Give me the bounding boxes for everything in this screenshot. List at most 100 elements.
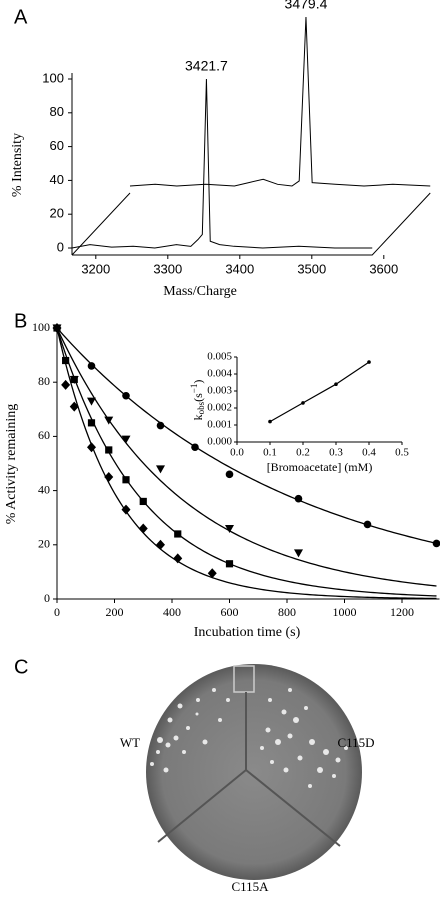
data-point bbox=[121, 435, 131, 444]
x-tick-label: 3600 bbox=[369, 261, 398, 276]
y-axis-label-part: k bbox=[191, 414, 205, 420]
data-point bbox=[122, 391, 130, 400]
panel-label: C bbox=[14, 656, 28, 678]
y-axis-label-part: (s bbox=[191, 393, 205, 402]
data-point bbox=[156, 465, 165, 474]
x-tick-label: 0.0 bbox=[230, 447, 244, 459]
y-tick-label: 40 bbox=[38, 482, 50, 496]
data-point bbox=[301, 401, 305, 405]
y-tick-label: 0.001 bbox=[207, 419, 232, 431]
data-point bbox=[156, 421, 165, 430]
data-point bbox=[105, 446, 113, 454]
y-tick-label: 0.003 bbox=[207, 385, 232, 397]
data-point bbox=[225, 525, 234, 534]
y-tick-label: 0 bbox=[44, 591, 50, 605]
fit-curve bbox=[56, 327, 437, 597]
panel-label: A bbox=[14, 6, 28, 28]
data-point bbox=[334, 382, 338, 387]
y-tick-label: 0.000 bbox=[207, 436, 232, 448]
x-tick-label: 0.4 bbox=[362, 447, 376, 459]
data-point bbox=[138, 523, 148, 534]
x-axis-label: Mass/Charge bbox=[163, 284, 237, 299]
data-point bbox=[432, 539, 440, 548]
x-tick-label: 1200 bbox=[390, 605, 414, 619]
plate-photo bbox=[146, 664, 362, 880]
spectrum-line bbox=[71, 78, 373, 249]
x-tick-label: 400 bbox=[163, 605, 181, 619]
data-point bbox=[173, 553, 183, 564]
fit-curve bbox=[56, 327, 437, 545]
y-tick-label: 100 bbox=[42, 70, 64, 85]
panel-label: B bbox=[14, 310, 27, 332]
y-axis-label-part: obs bbox=[196, 401, 206, 414]
y-tick-label: 40 bbox=[50, 172, 64, 187]
y-tick-label: 20 bbox=[38, 537, 50, 551]
x-tick-label: 1000 bbox=[333, 605, 357, 619]
data-point bbox=[363, 520, 372, 529]
x-tick-label: 0.2 bbox=[296, 447, 310, 459]
data-point bbox=[87, 419, 96, 427]
y-tick-label: 0.004 bbox=[207, 368, 232, 380]
data-point bbox=[294, 494, 303, 503]
x-tick-label: 800 bbox=[278, 605, 296, 619]
y-axis-label: % Activity remaining bbox=[4, 404, 19, 525]
plate-label: C115A bbox=[231, 879, 269, 894]
data-point bbox=[87, 442, 96, 453]
x-axis-label: [Bromoacetate] (mM) bbox=[267, 460, 373, 474]
data-point bbox=[52, 323, 62, 333]
y-axis-label: kobs(s−1) bbox=[189, 380, 206, 421]
fit-line bbox=[269, 361, 370, 423]
data-point bbox=[156, 539, 165, 550]
data-point bbox=[70, 375, 78, 384]
peak-label: 3421.7 bbox=[185, 58, 228, 74]
data-point bbox=[61, 379, 71, 390]
y-axis-label-part: ) bbox=[191, 380, 205, 384]
peak-label: 3479.4 bbox=[285, 0, 328, 12]
data-point bbox=[225, 470, 234, 479]
x-tick-label: 3400 bbox=[225, 261, 254, 276]
data-point bbox=[87, 397, 96, 406]
data-point bbox=[225, 560, 234, 568]
x-tick-label: 0.3 bbox=[329, 447, 343, 459]
x-tick-label: 3200 bbox=[81, 261, 110, 276]
plate-label: WT bbox=[120, 735, 140, 750]
data-point bbox=[69, 401, 79, 412]
axes bbox=[236, 357, 402, 443]
data-point bbox=[121, 504, 131, 515]
data-point bbox=[87, 362, 96, 370]
y-tick-label: 0 bbox=[57, 239, 64, 254]
y-axis-label-part: −1 bbox=[189, 384, 199, 394]
y-axis-label: % Intensity bbox=[10, 133, 25, 197]
x-tick-label: 0.5 bbox=[395, 447, 409, 459]
x-tick-label: 0 bbox=[54, 605, 60, 619]
y-tick-label: 100 bbox=[32, 320, 50, 334]
data-point bbox=[139, 497, 147, 506]
data-point bbox=[122, 476, 130, 484]
x-axis-label: Incubation time (s) bbox=[194, 625, 301, 640]
data-point bbox=[294, 549, 303, 558]
plate-label: C115D bbox=[337, 735, 374, 750]
data-point bbox=[104, 472, 114, 483]
y-tick-label: 20 bbox=[50, 206, 64, 221]
data-point bbox=[174, 530, 182, 538]
x-tick-label: 3500 bbox=[297, 261, 326, 276]
y-tick-label: 80 bbox=[50, 104, 64, 119]
x-tick-label: 200 bbox=[106, 605, 124, 619]
data-point bbox=[207, 568, 217, 579]
spectrum-line bbox=[129, 16, 431, 187]
data-point bbox=[191, 443, 199, 452]
data-point bbox=[268, 419, 272, 424]
x-tick-label: 0.1 bbox=[263, 447, 277, 459]
y-tick-label: 60 bbox=[50, 138, 64, 153]
fit-curve bbox=[56, 327, 437, 600]
fit-curve bbox=[56, 327, 437, 587]
data-point bbox=[62, 356, 70, 365]
x-tick-label: 3300 bbox=[153, 261, 182, 276]
y-tick-label: 0.002 bbox=[207, 402, 232, 414]
y-tick-label: 0.005 bbox=[207, 351, 232, 363]
y-tick-label: 60 bbox=[38, 428, 50, 442]
y-tick-label: 80 bbox=[38, 374, 50, 388]
data-point bbox=[367, 360, 371, 364]
x-tick-label: 600 bbox=[221, 605, 239, 619]
